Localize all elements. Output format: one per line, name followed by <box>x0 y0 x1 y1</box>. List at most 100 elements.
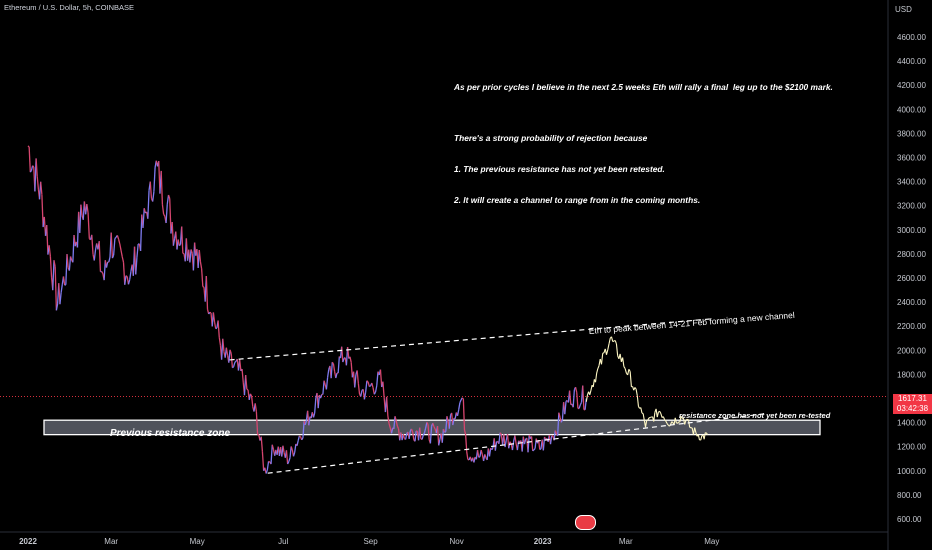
price-segment <box>215 327 218 330</box>
price-segment <box>108 256 111 263</box>
price-segment <box>323 380 326 385</box>
price-segment <box>530 436 534 451</box>
price-segment <box>268 460 271 463</box>
price-segment <box>396 425 400 430</box>
price-segment <box>408 430 411 440</box>
price-segment <box>582 385 585 410</box>
forecast-segment <box>679 416 682 423</box>
forecast-segment <box>608 338 611 345</box>
x-tick-label: 2023 <box>534 537 552 546</box>
y-tick-label: 3600.00 <box>897 154 926 163</box>
price-segment <box>230 353 234 368</box>
price-segment <box>129 271 132 280</box>
price-axis[interactable]: 600.00800.001000.001200.001400.001600.00… <box>897 33 926 524</box>
price-segment <box>163 213 166 217</box>
price-segment <box>28 146 31 173</box>
price-segment <box>341 346 344 363</box>
price-segment <box>560 419 564 423</box>
forecast-segment <box>666 423 669 426</box>
y-tick-label: 800.00 <box>897 491 922 500</box>
price-segment <box>458 402 461 410</box>
price-segment <box>171 221 175 246</box>
price-segment <box>337 356 340 374</box>
price-segment <box>367 381 370 387</box>
price-segment <box>103 260 106 281</box>
time-axis[interactable]: 2022 Mar May Jul Sep Nov 2023 Mar May <box>19 537 719 546</box>
price-segment <box>181 226 184 254</box>
price-segment <box>72 235 75 263</box>
price-segment <box>32 165 35 168</box>
y-tick-label: 4600.00 <box>897 33 926 42</box>
price-segment <box>574 386 578 393</box>
price-segment <box>294 443 297 453</box>
y-tick-label: 1200.00 <box>897 443 926 452</box>
channel-lines[interactable] <box>229 318 767 474</box>
price-segment <box>120 250 123 257</box>
price-segment <box>271 444 275 450</box>
price-segment <box>189 249 192 263</box>
forecast-segment <box>662 416 666 420</box>
price-segment <box>578 404 581 409</box>
price-segment <box>572 389 576 408</box>
price-segment <box>249 393 253 397</box>
price-segment <box>91 234 94 255</box>
price-segment <box>363 392 367 400</box>
price-segment <box>332 363 336 372</box>
resistance-zone-label: Previous resistance zone <box>110 428 230 439</box>
price-segment <box>213 322 217 329</box>
price-segment <box>414 430 417 442</box>
price-segment <box>228 349 231 363</box>
price-segment <box>444 431 447 433</box>
price-segment <box>48 245 52 257</box>
price-segment <box>365 380 368 393</box>
forecast-segment <box>605 349 609 355</box>
price-segment <box>66 254 69 268</box>
forecast-segment <box>629 371 632 387</box>
price-segment <box>466 451 469 460</box>
price-segment <box>478 456 481 458</box>
price-segment <box>419 427 422 439</box>
price-segment <box>198 250 202 263</box>
x-tick-label: 2022 <box>19 537 37 546</box>
price-segment <box>55 303 59 311</box>
price-segment <box>254 403 258 412</box>
price-segment <box>346 347 350 359</box>
forecast-segment <box>703 432 706 440</box>
price-segment <box>266 461 270 471</box>
analysis-note: As per prior cycles I believe in the nex… <box>454 62 833 215</box>
price-segment <box>554 430 558 434</box>
forecast-segment <box>644 420 648 428</box>
price-segment <box>161 204 165 215</box>
price-segment <box>172 238 176 246</box>
price-segment <box>121 256 125 263</box>
price-segment <box>111 254 115 259</box>
price-segment <box>576 392 579 409</box>
price-segment <box>427 424 430 440</box>
price-segment <box>167 194 171 199</box>
price-segment <box>326 369 330 378</box>
channel-lower-line <box>267 412 767 474</box>
price-segment <box>209 311 212 314</box>
price-segment <box>393 416 396 429</box>
price-segment <box>445 416 448 432</box>
forecast-segment <box>684 420 687 425</box>
x-tick-label: Mar <box>104 537 118 546</box>
price-segment <box>250 396 254 407</box>
price-segment <box>456 409 460 417</box>
price-segment <box>147 190 150 219</box>
price-segment <box>446 416 449 422</box>
note-line: There's a strong probability of rejectio… <box>454 133 648 144</box>
price-segment <box>432 423 435 427</box>
flag-icon[interactable] <box>575 515 596 530</box>
price-segment <box>125 275 128 278</box>
x-tick-label: Nov <box>449 537 463 546</box>
price-segment <box>202 285 205 288</box>
forecast-segment <box>619 353 622 362</box>
price-segment <box>296 440 299 446</box>
price-segment <box>285 450 289 465</box>
price-segment <box>357 383 361 395</box>
price-segment <box>312 412 316 418</box>
price-segment <box>59 292 62 305</box>
y-tick-label: 3800.00 <box>897 129 926 138</box>
